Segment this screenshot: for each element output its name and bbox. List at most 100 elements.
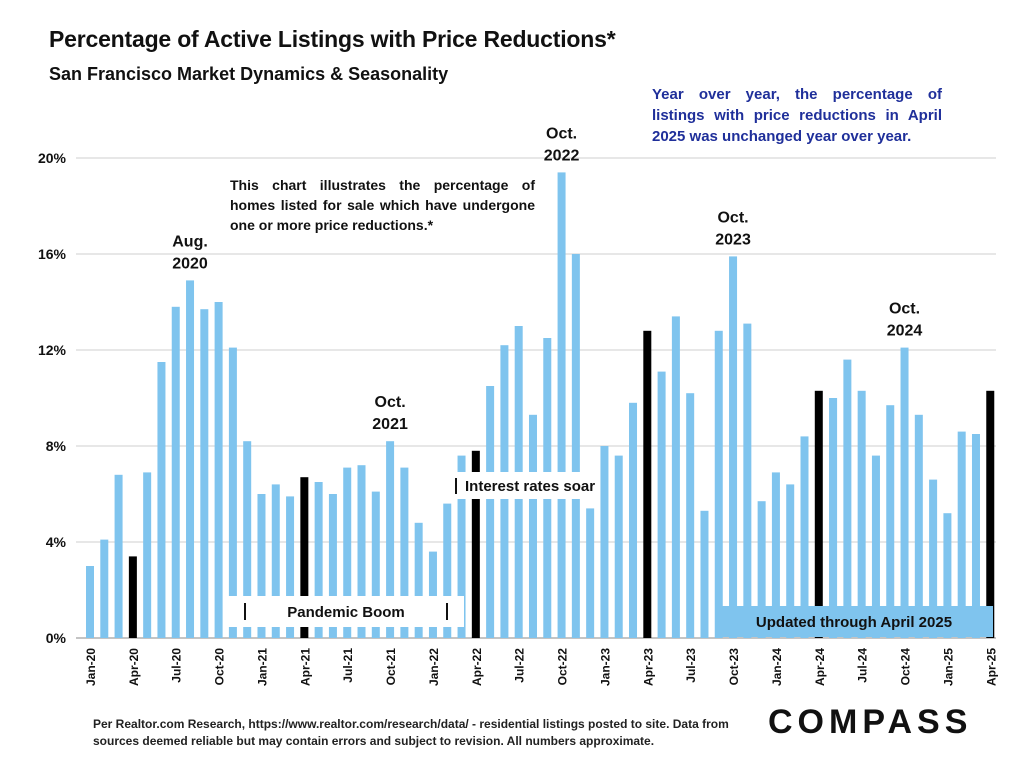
y-tick-label: 0% xyxy=(46,630,67,646)
compass-logo: COMPASS xyxy=(768,703,973,741)
bar-oct-20 xyxy=(214,302,223,638)
bar-may-24 xyxy=(829,398,838,638)
bar-chart: 0% 4% 8% 12% 16% 20% Jan-20 Apr-20 Jul-20 Oct-20… xyxy=(38,125,998,686)
x-tick-label: Apr-24 xyxy=(813,648,827,686)
x-tick-label: Jan-21 xyxy=(255,648,269,686)
interest-banner-box xyxy=(448,472,596,499)
bar-nov-21 xyxy=(400,467,409,638)
bar-sep-24 xyxy=(886,405,895,638)
bar-sep-23 xyxy=(714,330,723,638)
bar-apr-24 xyxy=(814,390,823,638)
annotation-oct-23: Oct. xyxy=(717,209,748,226)
y-tick-label: 16% xyxy=(38,246,67,262)
bar-aug-24 xyxy=(871,455,880,638)
bar-apr-22 xyxy=(471,450,480,638)
bar-feb-22 xyxy=(443,503,452,638)
bar-jun-20 xyxy=(157,362,166,638)
bar-oct-24 xyxy=(900,347,909,638)
bar-jan-22 xyxy=(428,551,437,638)
banners: Pandemic Boom Interest rates soar Updated … xyxy=(228,472,993,637)
x-tick-label: Jan-22 xyxy=(427,648,441,686)
x-tick-label: Oct-23 xyxy=(727,648,741,686)
x-tick-label: Apr-21 xyxy=(298,648,312,686)
bar-jan-21 xyxy=(257,494,266,638)
annotation-oct-24: 2024 xyxy=(887,323,923,340)
bar-may-20 xyxy=(143,472,152,638)
x-tick-label: Jan-24 xyxy=(770,648,784,686)
x-axis-ticks: Jan-20 Apr-20 Jul-20 Oct-20 Jan-21 Apr-21 Jul-… xyxy=(84,648,998,686)
bar-may-21 xyxy=(314,482,323,638)
x-tick-label: Jan-25 xyxy=(941,648,955,686)
bar-sep-20 xyxy=(200,309,209,638)
updated-banner-box xyxy=(715,606,993,637)
updated-banner-label: Updated through April 2025 xyxy=(756,614,952,631)
x-tick-label: Apr-20 xyxy=(127,648,141,686)
bar-jan-20 xyxy=(86,566,94,638)
bar-dec-23 xyxy=(757,501,766,638)
bar-nov-24 xyxy=(914,414,923,638)
bar-nov-22 xyxy=(571,254,580,638)
bar-feb-24 xyxy=(786,484,795,638)
annotation-oct-22: 2022 xyxy=(544,147,580,164)
x-tick-label: Jul-21 xyxy=(341,648,355,683)
annotation-oct-21: 2021 xyxy=(372,416,408,433)
bar-feb-23 xyxy=(614,455,623,638)
annotation-oct-22: Oct. xyxy=(546,125,577,142)
bar-mar-24 xyxy=(800,436,809,638)
bar-jul-20 xyxy=(171,306,180,638)
bar-mar-22 xyxy=(457,455,466,638)
x-tick-label: Jul-24 xyxy=(856,648,870,683)
y-tick-label: 4% xyxy=(46,534,67,550)
bar-apr-21 xyxy=(300,477,309,638)
x-tick-label: Oct-21 xyxy=(384,648,398,686)
bar-jan-24 xyxy=(771,472,780,638)
bar-oct-21 xyxy=(386,441,395,638)
annotation-oct-24: Oct. xyxy=(889,301,920,318)
pandemic-banner-box xyxy=(228,596,464,627)
bar-jul-24 xyxy=(857,390,866,638)
bar-aug-22 xyxy=(528,414,537,638)
bar-jul-21 xyxy=(343,467,352,638)
x-tick-label: Oct-24 xyxy=(899,648,913,686)
bar-oct-22 xyxy=(557,172,566,638)
bars xyxy=(86,172,995,638)
bar-apr-25 xyxy=(986,390,995,638)
bar-jan-23 xyxy=(600,446,609,638)
annotation-oct-23: 2023 xyxy=(715,231,751,248)
annotation-aug-20: Aug. xyxy=(172,233,208,250)
y-axis-ticks: 0% 4% 8% 12% 16% 20% xyxy=(38,150,67,646)
x-tick-label: Jul-22 xyxy=(513,648,527,683)
bar-nov-23 xyxy=(743,323,752,638)
bar-jun-24 xyxy=(843,359,852,638)
bar-jul-23 xyxy=(686,393,695,638)
pandemic-banner-label: Pandemic Boom xyxy=(287,604,405,621)
bar-aug-23 xyxy=(700,510,709,638)
bar-jan-25 xyxy=(943,513,952,638)
x-tick-label: Apr-23 xyxy=(641,648,655,686)
bar-mar-25 xyxy=(971,434,980,638)
yoy-annotation: Year over year, the percentage of listin… xyxy=(652,86,942,145)
chart-title: Percentage of Active Listings with Price… xyxy=(49,26,616,52)
bar-apr-20 xyxy=(128,556,137,638)
chart-subtitle: San Francisco Market Dynamics & Seasonal… xyxy=(49,64,449,84)
bar-dec-20 xyxy=(243,441,252,638)
x-tick-label: Apr-22 xyxy=(470,648,484,686)
bar-dec-24 xyxy=(929,479,938,638)
bar-feb-25 xyxy=(957,431,966,638)
interest-banner-label: Interest rates soar xyxy=(465,478,595,495)
x-tick-label: Jul-20 xyxy=(170,648,184,683)
peak-annotations: Aug. 2020 Oct. 2021 Oct. 2022 Oct. 2023 Oct. 2024 xyxy=(172,125,922,433)
y-tick-label: 8% xyxy=(46,438,67,454)
x-tick-label: Jan-20 xyxy=(84,648,98,686)
bar-aug-21 xyxy=(357,465,366,638)
bar-oct-23 xyxy=(729,256,738,638)
bar-aug-20 xyxy=(186,280,195,638)
annotation-aug-20: 2020 xyxy=(172,255,208,272)
explanation-annotation: This chart illustrates the percentage of… xyxy=(230,177,535,233)
bar-dec-22 xyxy=(586,508,595,638)
bar-sep-21 xyxy=(371,491,380,638)
bar-dec-21 xyxy=(414,522,423,638)
bar-feb-21 xyxy=(271,484,280,638)
bar-jun-21 xyxy=(328,494,337,638)
x-tick-label: Jul-23 xyxy=(684,648,698,683)
